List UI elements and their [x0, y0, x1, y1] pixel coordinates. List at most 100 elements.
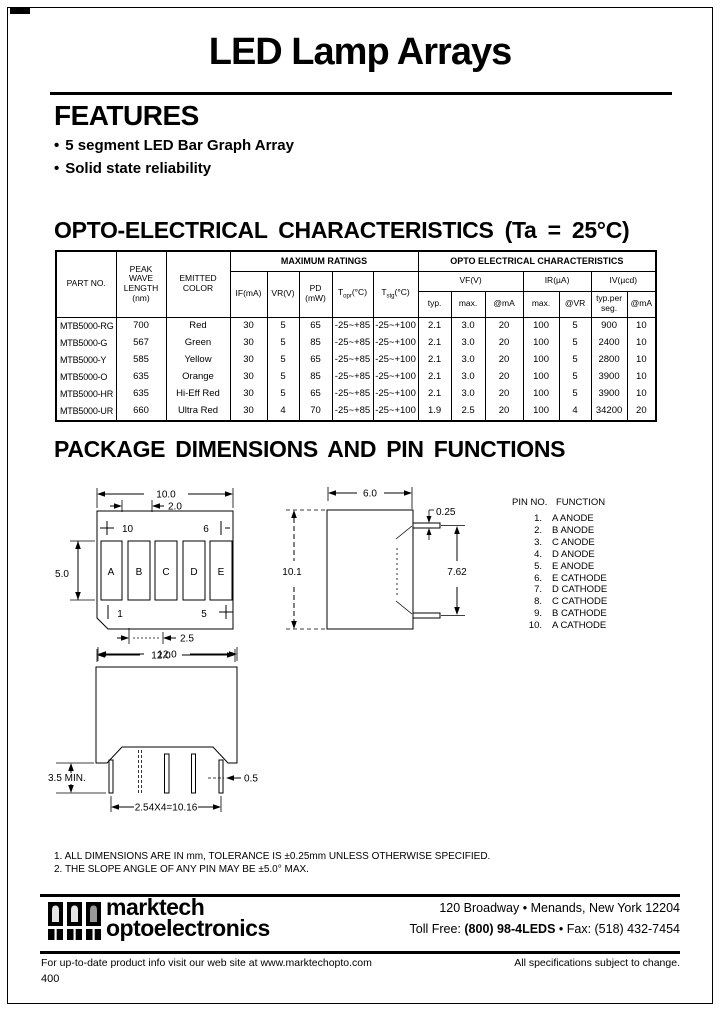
pin-row: 1. A ANODE [512, 513, 682, 525]
dim-label: 10.0 [156, 490, 176, 501]
cell-part: MTB5000-HR [55, 385, 117, 403]
dim-label: 10.1 [282, 567, 302, 578]
group-maximum-ratings: MAXIMUM RATINGS [229, 250, 419, 272]
cell: Yellow [165, 351, 231, 369]
header-row: typ. max. @mA max. @VR typ.per seg. @mA [56, 290, 657, 318]
dim-height: 10.1 [282, 509, 325, 630]
pin-fn: B CATHODE [552, 608, 607, 620]
pin-no: 6. [534, 572, 542, 584]
pin-row: 3. C ANODE [512, 537, 682, 549]
col-vf-typ: typ. [417, 290, 452, 318]
col-ir-max: max. [522, 290, 560, 318]
dim-label: 0.5 [244, 774, 258, 785]
cell: -25~+85 [331, 334, 374, 352]
opto-characteristics-heading: OPTO-ELECTRICAL CHARACTERISTICS (Ta = 25… [54, 217, 630, 243]
bullet-icon: • [54, 137, 60, 154]
marktech-logo-icon [48, 902, 101, 940]
cell: 567 [115, 334, 167, 352]
dim-label: 12.0 [157, 650, 177, 661]
lead-bend [395, 525, 413, 540]
dim-label: 7.62 [447, 567, 467, 578]
pin-row: 6. E CATHODE [512, 573, 682, 585]
pin-no: 8. [534, 596, 542, 608]
company-line: marktech [106, 894, 205, 920]
cell: 2.1 [417, 385, 452, 403]
col-iv-at-ma: @mA [626, 290, 657, 318]
dim-body-width: 10.0 [96, 488, 234, 508]
cell: 4 [558, 402, 592, 421]
lead-pin [108, 759, 114, 794]
feature-item: • 5 segment LED Bar Graph Array [54, 137, 294, 154]
cell: 5 [266, 334, 300, 352]
pin-no: 10. [528, 620, 542, 632]
cell: -25~+85 [331, 351, 374, 369]
cell: -25~+100 [372, 334, 419, 352]
cell-part: MTB5000-Y [55, 351, 117, 369]
page-title: LED Lamp Arrays [208, 31, 512, 73]
cell: 30 [229, 385, 268, 403]
lead-pin [191, 753, 196, 794]
pin-no: 2. [534, 524, 542, 536]
package-outline [326, 509, 414, 630]
pin-fn: E ANODE [552, 560, 595, 572]
pin-number: 10 [122, 524, 134, 535]
cell: 3.0 [450, 368, 486, 386]
cell: 85 [298, 334, 333, 352]
spec-row: MTB5000-RG 700 Red 30 5 65 -25~+85 -25~+100 2.1 3… [55, 317, 657, 335]
cell: -25~+100 [372, 385, 419, 403]
note-line: 1. ALL DIMENSIONS ARE IN mm, TOLERANCE I… [54, 851, 491, 862]
spec-disclaimer: All specifications subject to change. [514, 957, 680, 969]
cell: 30 [229, 351, 268, 369]
led-segment [182, 540, 206, 601]
spec-row: MTB5000-O 635 Orange 30 5 85 -25~+85 -25~+100 2.… [55, 368, 657, 386]
cell: 2800 [590, 351, 628, 369]
group-opto-electrical: OPTO ELECTRICAL CHARACTERISTICS [417, 250, 657, 272]
segment-label: E [218, 567, 225, 578]
dim-label: 6.0 [363, 489, 377, 500]
col-vf-at-ma: @mA [484, 290, 524, 318]
cell: -25~+85 [331, 368, 374, 386]
cell: 65 [298, 317, 333, 335]
dim-pin-spacing: 7.62 [441, 525, 467, 616]
led-segment [100, 540, 123, 601]
cell: 635 [115, 368, 167, 386]
pin-row: 7. D CATHODE [512, 584, 682, 596]
cell: 5 [558, 351, 592, 369]
side-view: 6.0 0.25 10.1 7.62 [282, 487, 467, 630]
cell: 34200 [590, 402, 628, 421]
pin-markers: 10 6 1 5 [100, 521, 233, 620]
cell: 10 [626, 385, 657, 403]
pin-no: 5. [534, 560, 542, 572]
header-row: IF(mA) VR(V) PD (mW) Topr(°C) Tstg(°C) V… [56, 270, 657, 318]
cell: Hi-Eff Red [165, 385, 231, 403]
cell: 65 [298, 351, 333, 369]
cell: 5 [558, 385, 592, 403]
cell: 585 [115, 351, 167, 369]
cell: -25~+100 [372, 368, 419, 386]
cell: 3.0 [450, 317, 486, 335]
pin-row: 8. C CATHODE [512, 596, 682, 608]
cell: 660 [115, 402, 167, 421]
footer-rule-bottom [40, 951, 680, 954]
company-name: marktech optoelectronics [106, 894, 270, 940]
segment-label: B [136, 567, 143, 578]
cell-part: MTB5000-G [55, 334, 117, 352]
cell-part: MTB5000-UR [55, 402, 117, 421]
pin-fn: D ANODE [552, 548, 595, 560]
package-dimension-drawing: A B C D E 10.0 2.0 5.0 [48, 487, 467, 814]
cell: 100 [522, 317, 560, 335]
cell: 635 [115, 385, 167, 403]
col-topr: Topr(°C) [331, 270, 374, 318]
pin-number: 1 [117, 609, 123, 620]
col-iv-typ-per-seg: typ.per seg. [590, 290, 628, 318]
page-number: 400 [41, 973, 60, 985]
dim-pin-thickness: 0.25 [426, 507, 456, 540]
cell: 5 [266, 351, 300, 369]
phone-prefix: Toll Free: [409, 922, 465, 936]
cell: -25~+100 [372, 317, 419, 335]
pin-row: 4. D ANODE [512, 549, 682, 561]
cell: 65 [298, 385, 333, 403]
pin-fn: E CATHODE [552, 572, 607, 584]
cell: Red [165, 317, 231, 335]
cell-part: MTB5000-RG [55, 317, 117, 335]
